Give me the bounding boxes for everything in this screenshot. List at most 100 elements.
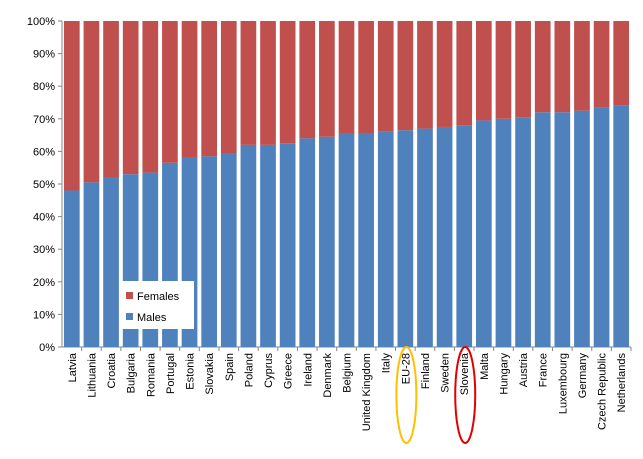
y-tick-label: 70% [33, 114, 55, 126]
bar-segment-females [122, 21, 139, 175]
y-tick-label: 60% [33, 146, 55, 158]
bar-segment-females [201, 21, 218, 157]
bar-segment-females [613, 21, 630, 106]
bar-segment-males [417, 128, 433, 347]
bar-segment-females [417, 21, 433, 129]
bar-segment-females [63, 21, 80, 191]
y-tick-label: 20% [33, 277, 55, 289]
bar-segment-males [515, 117, 531, 347]
category-label: EU-28 [400, 353, 412, 384]
bar-segment-females [319, 21, 335, 137]
highlight-oval-slovenia [454, 346, 477, 444]
bar-segment-females [515, 21, 531, 118]
category-label: Romania [145, 352, 157, 397]
y-tick-label: 40% [33, 212, 55, 224]
highlight-ovals [395, 346, 477, 444]
y-tick-label: 10% [33, 309, 55, 321]
bar-segment-females [220, 21, 237, 154]
category-label: Slovakia [204, 352, 216, 394]
bar-segment-males [377, 131, 394, 347]
bar-segment-females [279, 21, 296, 144]
y-tick-label: 50% [33, 179, 55, 191]
category-label: Cyprus [263, 353, 275, 388]
bar-segment-females [260, 21, 276, 145]
bar-segment-males [83, 182, 100, 347]
category-label: Ireland [302, 353, 314, 387]
bar-segment-males [63, 190, 80, 347]
bar-segment-males [456, 125, 473, 347]
category-label: Czech Republic [597, 353, 609, 431]
bar-segment-females [103, 21, 119, 178]
category-label: Latvia [67, 352, 79, 382]
bar-segment-females [475, 21, 492, 121]
bar-segment-females [397, 21, 414, 131]
bar-segment-males [201, 156, 218, 347]
category-label: Slovenia [459, 352, 471, 395]
category-label: Sweden [440, 353, 452, 393]
bar-segment-males [613, 105, 630, 347]
category-label: Finland [420, 353, 432, 389]
bar-segment-females [593, 21, 610, 108]
bar-segment-females [495, 21, 512, 119]
bar-segment-males [260, 144, 276, 347]
category-label: Hungary [498, 353, 510, 395]
category-label: Lithuania [86, 352, 98, 398]
bar-segment-males [593, 107, 610, 347]
bar-segment-males [358, 133, 374, 347]
bar-segment-males [299, 138, 316, 347]
category-label: France [538, 353, 550, 387]
y-tick-label: 30% [33, 244, 55, 256]
category-labels: Latvia Lithuania Croatia Bulgaria Romania Por… [67, 352, 628, 431]
bar-segment-males [495, 118, 512, 347]
bar-segment-females [181, 21, 198, 158]
bar-segment-females [554, 21, 571, 113]
bar-segment-females [142, 21, 159, 173]
category-label: Croatia [106, 352, 118, 388]
bar-segment-males [240, 144, 257, 347]
y-tick-label: 0% [39, 342, 55, 354]
bar-segment-males [554, 112, 571, 347]
bar-segment-males [534, 112, 551, 347]
bar-segment-males [103, 177, 119, 347]
category-label: Germany [577, 353, 589, 399]
legend: Females Males [119, 281, 194, 329]
bar-segment-females [574, 21, 590, 111]
legend-swatch-females [126, 292, 133, 299]
category-label: United Kingdom [361, 353, 373, 431]
category-label: Bulgaria [126, 352, 138, 393]
bar-segment-males [338, 133, 355, 347]
category-label: Belgium [342, 353, 354, 393]
category-label: Greece [283, 353, 295, 389]
bar-segment-females [456, 21, 473, 126]
legend-label-males: Males [137, 312, 167, 324]
bar-segment-females [377, 21, 394, 132]
bar-segment-males [397, 130, 414, 347]
bar-segment-females [534, 21, 551, 113]
bar-segment-females [436, 21, 453, 127]
legend-label-females: Females [137, 291, 180, 303]
y-tick-labels: 0% 10% 20% 30% 40% 50% 60% 70% 80% 90% 100% [27, 16, 55, 354]
category-label: Estonia [185, 352, 197, 390]
category-label: Italy [381, 353, 393, 374]
bar-segment-males [319, 136, 335, 347]
bar-segment-females [83, 21, 100, 183]
y-tick-label: 80% [33, 81, 55, 93]
bar-segment-females [240, 21, 257, 145]
y-tick-label: 100% [27, 16, 55, 28]
bar-segment-males [475, 120, 492, 348]
y-tick-label: 90% [33, 49, 55, 61]
bar-segment-males [574, 110, 590, 348]
category-label: Luxembourg [557, 353, 569, 414]
bar-segment-males [220, 153, 237, 347]
bar-segment-females [162, 21, 178, 163]
category-label: Portugal [165, 353, 177, 394]
category-label: Malta [479, 352, 491, 380]
category-label: Poland [243, 353, 255, 387]
bar-segment-males [436, 126, 453, 347]
bar-segment-females [358, 21, 374, 134]
highlight-oval-eu-28 [395, 346, 418, 444]
legend-box [119, 281, 194, 329]
category-label: Austria [518, 352, 530, 387]
category-label: Netherlands [616, 353, 628, 413]
